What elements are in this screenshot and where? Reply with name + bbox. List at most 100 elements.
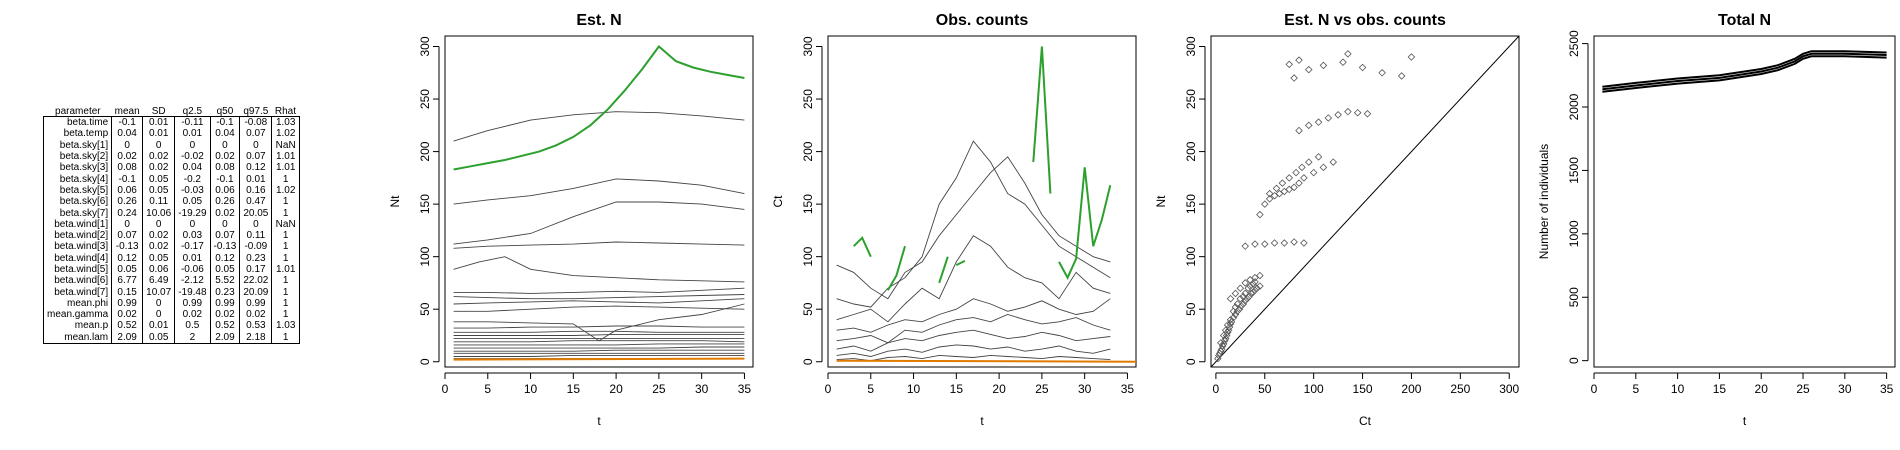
- table-cell: -0.08: [239, 117, 272, 129]
- y-tick-label: 300: [418, 36, 432, 56]
- scatter-point: [1319, 61, 1328, 70]
- parameter-table: parameter mean SD q2.5 q50 q97.5 Rhat be…: [43, 105, 300, 344]
- table-cell: 0.02: [142, 229, 175, 242]
- table-cell: 5.52: [209, 275, 240, 287]
- series-line: [836, 314, 1111, 344]
- table-cell: 1: [271, 286, 299, 298]
- table-row: beta.wind[1] 0 0 0 0 0 NaN: [44, 218, 299, 230]
- y-tick-label: 2000: [1567, 93, 1581, 120]
- x-tick-label: 30: [695, 382, 709, 396]
- plot-title: Total N: [1718, 12, 1771, 29]
- y-tick-label: 100: [801, 246, 815, 266]
- table-cell: 0.02: [174, 309, 211, 321]
- table-cell: 0.02: [111, 309, 143, 321]
- scatter-point: [1353, 108, 1362, 117]
- x-tick-label: 20: [1755, 382, 1769, 396]
- scatter-point: [1247, 289, 1255, 298]
- scatter-point: [1285, 60, 1293, 69]
- x-axis-label: t: [597, 414, 601, 428]
- scatter-point: [1256, 282, 1264, 290]
- scatter-point: [1344, 107, 1352, 116]
- table-cell: 2.09: [111, 331, 143, 343]
- scatter-point: [1251, 240, 1259, 248]
- table-cell: 0: [142, 139, 175, 151]
- data-layer: [453, 45, 745, 361]
- table-row: beta.sky[4] -0.1 0.05 -0.2 -0.1 0.01 1: [44, 173, 299, 185]
- table-row: beta.sky[2] 0.02 0.02 -0.02 0.02 0.07 1.01: [44, 150, 299, 163]
- x-tick-label: 15: [1713, 382, 1727, 396]
- y-tick-label: 2500: [1567, 30, 1581, 57]
- scatter-point: [1221, 326, 1230, 334]
- table-cell: 0.01: [142, 128, 175, 140]
- series-line: [453, 346, 745, 349]
- scatter-point: [1300, 239, 1308, 247]
- x-tick-label: 0: [442, 382, 449, 396]
- header-q50: q50: [216, 105, 234, 117]
- scatter-point: [1226, 294, 1235, 303]
- y-axis-label: Number of individuals: [1537, 144, 1551, 259]
- y-tick-label: 300: [801, 36, 815, 56]
- table-row: beta.sky[7] 0.24 10.06 -19.29 0.02 20.05 1: [44, 207, 299, 219]
- table-cell: 0.01: [142, 320, 175, 332]
- table-cell: 0.01: [174, 252, 211, 264]
- table-cell: 0.05: [142, 184, 175, 197]
- table-cell: 0.07: [239, 150, 272, 163]
- header-q2-5: q2.5: [182, 105, 203, 117]
- parameter-table-body: beta.time -0.1 0.01 -0.11 -0.1 -0.08 1.03 beta.…: [43, 116, 300, 344]
- scatter-point: [1246, 282, 1254, 290]
- plot-frame: [1593, 35, 1896, 368]
- series-line: [453, 178, 745, 205]
- table-cell: 0: [111, 218, 143, 230]
- table-cell: 0.07: [239, 128, 272, 140]
- plot-title: Est. N vs obs. counts: [1284, 12, 1446, 29]
- scatter-point: [1278, 179, 1287, 187]
- y-tick-label: 250: [418, 89, 432, 109]
- table-cell: -0.1: [111, 117, 143, 129]
- series-line: [836, 298, 1111, 333]
- table-cell: 0.02: [142, 162, 175, 174]
- highlight-series-line: [887, 245, 906, 291]
- table-cell: 0.24: [111, 207, 143, 219]
- scatter-point: [1251, 278, 1259, 286]
- table-cell: -19.48: [174, 286, 211, 298]
- x-tick-label: 300: [1499, 382, 1519, 396]
- table-cell: -0.17: [174, 241, 211, 253]
- series-line: [836, 354, 1111, 362]
- table-cell: 1: [271, 196, 299, 208]
- table-cell: 0.05: [111, 263, 143, 276]
- scatter-point: [1251, 273, 1259, 282]
- table-row: beta.wind[3] -0.13 0.02 -0.17 -0.13 -0.09 1: [44, 241, 299, 253]
- data-layer: [1602, 50, 1887, 93]
- y-tick-label: 500: [1567, 287, 1581, 307]
- scatter-point: [1285, 185, 1293, 194]
- scatter-point: [1261, 240, 1269, 248]
- table-cell: 0.02: [142, 150, 175, 163]
- table-cell: 0.06: [209, 184, 240, 197]
- y-tick-label: 150: [1184, 194, 1198, 214]
- x-tick-label: 250: [1450, 382, 1470, 396]
- table-cell: 0.02: [209, 309, 240, 321]
- scatter-point: [1261, 200, 1269, 208]
- series-line: [453, 287, 745, 294]
- scatter-point: [1241, 289, 1249, 298]
- table-cell: 2: [174, 331, 211, 343]
- table-cell: 0.99: [174, 297, 211, 310]
- table-cell: 1.01: [271, 263, 299, 276]
- x-tick-label: 15: [950, 382, 964, 396]
- table-row: mean.gamma 0.02 0 0.02 0.02 0.02 1: [44, 309, 299, 321]
- scatter-point: [1397, 72, 1406, 80]
- scatter-point: [1329, 158, 1337, 166]
- table-cell: 0.05: [174, 196, 211, 208]
- table-cell: -0.03: [174, 184, 211, 197]
- scatter-point: [1378, 69, 1386, 77]
- table-cell: -0.1: [209, 117, 240, 129]
- scatter-point: [1314, 153, 1323, 161]
- scatter-point: [1305, 65, 1313, 74]
- table-cell: 1.01: [271, 162, 299, 174]
- table-cell: beta.wind[2]: [54, 230, 109, 242]
- scatter-point: [1223, 328, 1232, 337]
- table-cell: 0.15: [111, 286, 143, 298]
- x-tick-label: 25: [1035, 382, 1049, 396]
- table-cell: -0.06: [174, 263, 211, 276]
- table-cell: 1: [271, 173, 299, 185]
